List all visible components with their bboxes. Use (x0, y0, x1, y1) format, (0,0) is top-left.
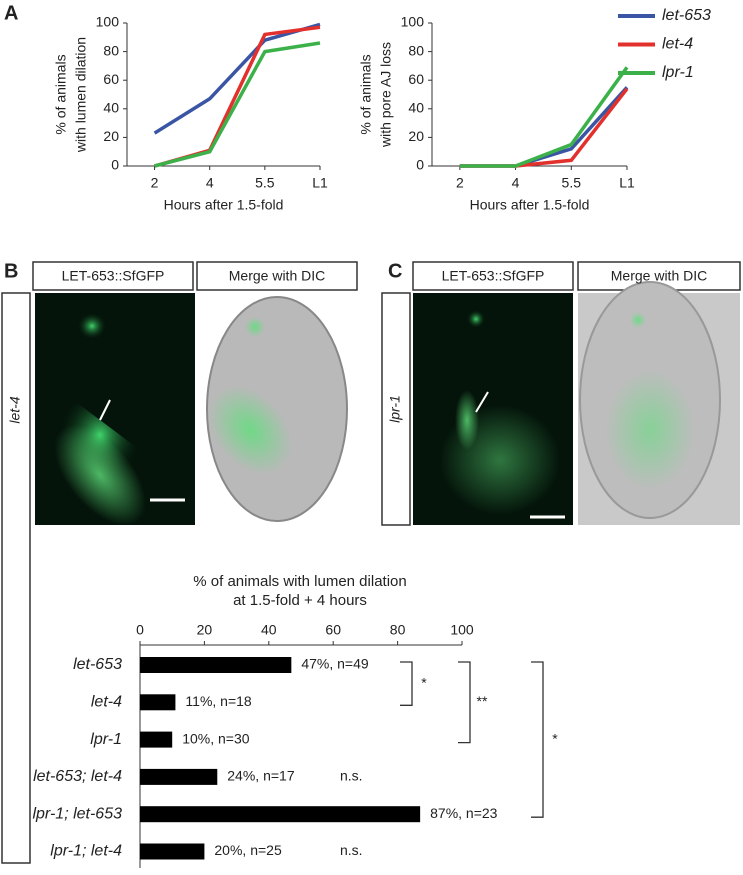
bar (140, 694, 176, 711)
legend-label: let-4 (662, 36, 693, 53)
y-tick-label: 100 (96, 14, 120, 30)
x-tick-label: 40 (261, 622, 277, 638)
x-tick-label: 80 (390, 622, 406, 638)
y-axis-label: % of animals (358, 54, 374, 134)
image-header: Merge with DIC (611, 268, 707, 284)
panel-letter: C (388, 260, 402, 282)
series-line (459, 66, 629, 168)
x-tick-label: 2 (456, 175, 464, 191)
category-label: let-653 (73, 656, 122, 673)
x-axis-label: Hours after 1.5-fold (470, 197, 590, 213)
y-tick-label: 0 (111, 157, 119, 173)
x-tick-label: L1 (619, 175, 635, 191)
y-tick-label: 60 (103, 71, 119, 87)
x-tick-label: 2 (151, 175, 159, 191)
panel-letter: A (4, 2, 18, 24)
category-label: lpr-1; let-653 (32, 805, 122, 822)
image-header: LET-653::SfGFP (442, 268, 545, 284)
value-label: 47%, n=49 (301, 656, 369, 672)
legend-label: lpr-1 (662, 64, 694, 81)
y-tick-label: 60 (408, 71, 424, 87)
image-header: Merge with DIC (229, 268, 325, 284)
x-tick-label: 60 (325, 622, 341, 638)
significance-label: n.s. (340, 768, 363, 784)
significance-label: * (421, 674, 427, 690)
y-tick-label: 80 (408, 42, 424, 58)
legend-label: let-653 (662, 7, 711, 24)
side-label: let-4 (7, 396, 23, 423)
significance-label: n.s. (340, 842, 363, 858)
bar (140, 768, 218, 785)
y-tick-label: 40 (103, 100, 119, 116)
chart-title: at 1.5-fold + 4 hours (233, 592, 367, 609)
x-tick-label: 100 (450, 622, 474, 638)
bar (140, 806, 421, 823)
y-axis-label: % of animals (53, 54, 69, 134)
micrograph-panel (381, 261, 741, 526)
significance-label: * (552, 730, 558, 746)
category-label: lpr-1; let-4 (50, 843, 122, 860)
value-label: 10%, n=30 (182, 730, 250, 746)
micrograph-panel (1, 261, 358, 864)
significance-label: ** (477, 693, 488, 709)
x-tick-label: 4 (206, 175, 214, 191)
y-tick-label: 0 (416, 157, 424, 173)
y-tick-label: 20 (408, 128, 424, 144)
chart-title: % of animals with lumen dilation (193, 573, 406, 590)
series-line (154, 41, 321, 168)
x-tick-label: L1 (312, 175, 328, 191)
series-line (153, 22, 321, 135)
bar (140, 843, 205, 860)
value-label: 24%, n=17 (227, 768, 295, 784)
significance-bracket (531, 661, 544, 818)
side-label: lpr-1 (387, 395, 403, 423)
category-label: lpr-1 (90, 731, 122, 748)
x-tick-label: 5.5 (255, 175, 275, 191)
y-axis-label: with lumen dilation (73, 37, 89, 153)
value-label: 20%, n=25 (214, 842, 282, 858)
category-label: let-653; let-4 (33, 768, 122, 785)
y-axis-label: with pore AJ loss (378, 42, 394, 148)
y-tick-label: 20 (103, 128, 119, 144)
significance-bracket (458, 661, 471, 744)
y-tick-label: 80 (103, 42, 119, 58)
image-header: LET-653::SfGFP (62, 268, 165, 284)
bar (140, 657, 292, 673)
x-axis-label: Hours after 1.5-fold (164, 197, 284, 213)
y-tick-label: 40 (408, 100, 424, 116)
category-label: let-4 (91, 694, 122, 711)
x-tick-label: 20 (197, 622, 213, 638)
value-label: 87%, n=23 (430, 805, 498, 821)
value-label: 11%, n=18 (185, 693, 252, 709)
x-tick-label: 4 (512, 175, 520, 191)
panel-letter: B (4, 260, 18, 282)
bar (140, 731, 173, 748)
y-tick-label: 100 (401, 14, 425, 30)
x-tick-label: 0 (136, 622, 144, 638)
x-tick-label: 5.5 (562, 175, 582, 191)
significance-bracket (400, 661, 413, 706)
